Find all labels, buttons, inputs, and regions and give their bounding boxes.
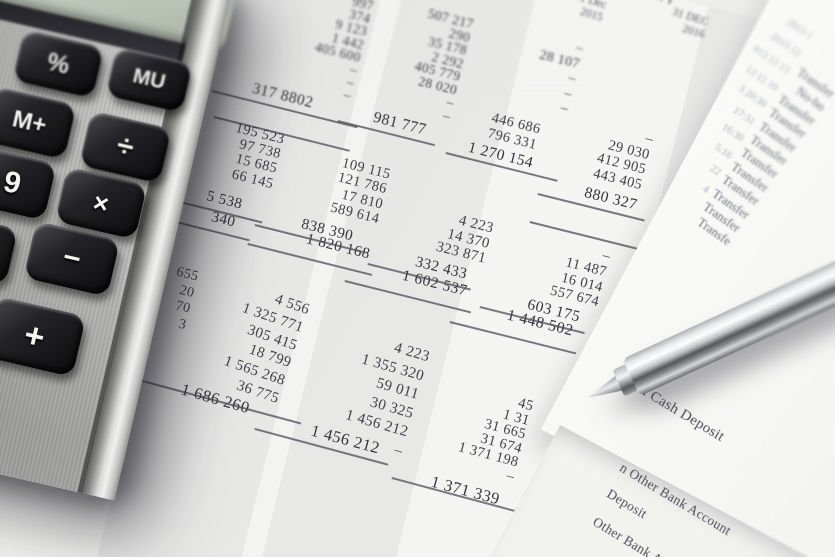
calculator-key: MU — [105, 46, 193, 113]
calculator-key: M+ — [0, 86, 77, 160]
calculator-key — [0, 211, 19, 286]
calculator-key: + — [0, 295, 87, 377]
calculator-key-label: × — [90, 186, 112, 219]
calculator-key-label: − — [59, 240, 85, 277]
calculator-key: 9 — [0, 146, 57, 221]
calculator-key-label: + — [20, 315, 49, 357]
calculator-key-label: M+ — [9, 105, 49, 140]
calculator-key-label: % — [44, 47, 73, 80]
calculator-key-label: MU — [130, 64, 168, 95]
calculator-key-label: ÷ — [113, 128, 138, 165]
calculator-key-label: 9 — [0, 165, 25, 201]
calculator-key: % — [12, 29, 105, 99]
